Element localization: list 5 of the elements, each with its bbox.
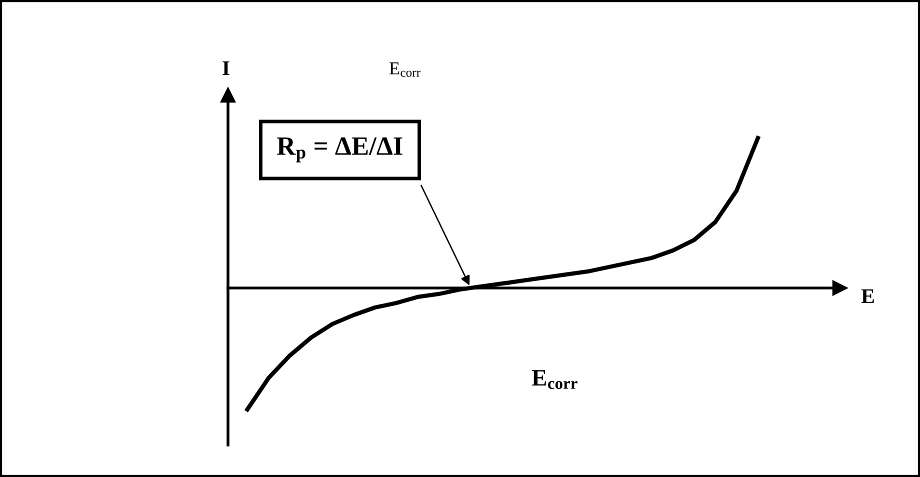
x-axis-title: E [861, 289, 874, 304]
text: E$_{corr}$ [390, 62, 420, 77]
annotation: E$_{corr}$ [532, 370, 578, 389]
annotation: R$_{p}$ = ΔE/ΔI [276, 137, 402, 162]
y-axis-title: I [222, 61, 230, 76]
